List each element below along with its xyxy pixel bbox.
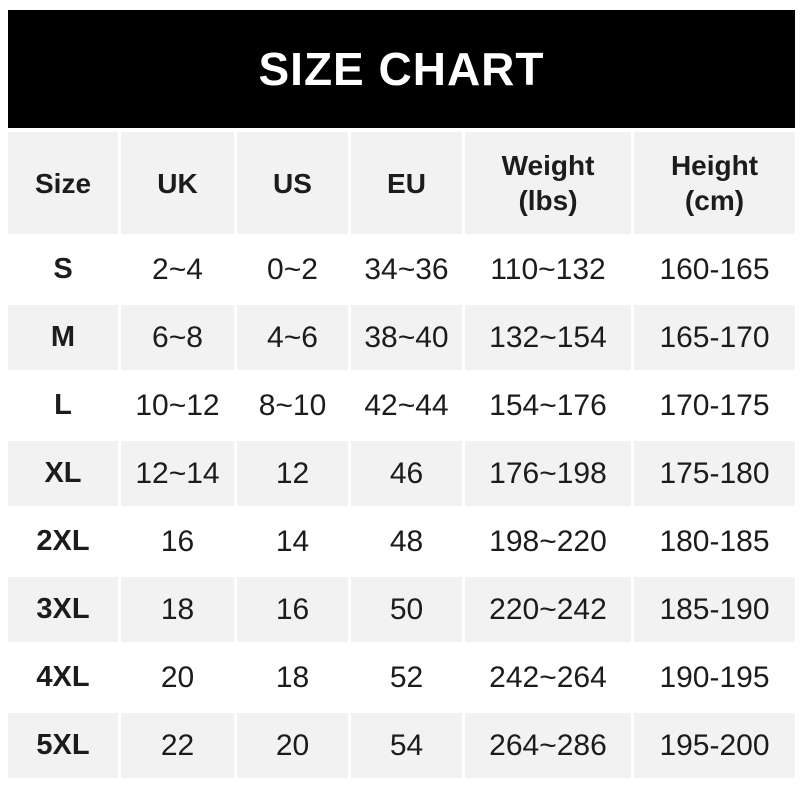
- table-row-xl: XL 12~14 12 46 176~198 175-180: [8, 441, 795, 506]
- size-label-cell: XL: [8, 441, 118, 506]
- uk-cell: 10~12: [121, 373, 234, 438]
- size-label-cell: 3XL: [8, 577, 118, 642]
- weight-cell: 176~198: [465, 441, 631, 506]
- column-header-weight: Weight (lbs): [465, 132, 631, 234]
- eu-cell: 52: [351, 645, 462, 710]
- size-label-cell: S: [8, 237, 118, 302]
- column-header-uk: UK: [121, 132, 234, 234]
- eu-cell: 50: [351, 577, 462, 642]
- us-cell: 18: [237, 645, 348, 710]
- weight-cell: 220~242: [465, 577, 631, 642]
- table-row-m: M 6~8 4~6 38~40 132~154 165-170: [8, 305, 795, 370]
- weight-cell: 132~154: [465, 305, 631, 370]
- us-cell: 20: [237, 713, 348, 778]
- weight-cell: 110~132: [465, 237, 631, 302]
- size-label-cell: M: [8, 305, 118, 370]
- height-cell: 170-175: [634, 373, 795, 438]
- height-cell: 185-190: [634, 577, 795, 642]
- height-cell: 160-165: [634, 237, 795, 302]
- column-header-size: Size: [8, 132, 118, 234]
- table-row-l: L 10~12 8~10 42~44 154~176 170-175: [8, 373, 795, 438]
- us-cell: 8~10: [237, 373, 348, 438]
- table-row-4xl: 4XL 20 18 52 242~264 190-195: [8, 645, 795, 710]
- uk-cell: 18: [121, 577, 234, 642]
- height-cell: 175-180: [634, 441, 795, 506]
- uk-cell: 12~14: [121, 441, 234, 506]
- us-cell: 12: [237, 441, 348, 506]
- column-header-eu: EU: [351, 132, 462, 234]
- weight-cell: 242~264: [465, 645, 631, 710]
- title-banner: SIZE CHART: [8, 10, 795, 128]
- eu-cell: 46: [351, 441, 462, 506]
- size-label-cell: 2XL: [8, 509, 118, 574]
- size-label-cell: L: [8, 373, 118, 438]
- eu-cell: 38~40: [351, 305, 462, 370]
- table-header-row: Size UK US EU Weight (lbs) Height (cm): [8, 132, 795, 234]
- eu-cell: 42~44: [351, 373, 462, 438]
- page-title: SIZE CHART: [258, 43, 545, 95]
- table-row-2xl: 2XL 16 14 48 198~220 180-185: [8, 509, 795, 574]
- eu-cell: 48: [351, 509, 462, 574]
- us-cell: 14: [237, 509, 348, 574]
- size-chart-table: Size UK US EU Weight (lbs) Height (cm) S…: [8, 132, 795, 778]
- us-cell: 0~2: [237, 237, 348, 302]
- us-cell: 4~6: [237, 305, 348, 370]
- column-header-us: US: [237, 132, 348, 234]
- height-cell: 195-200: [634, 713, 795, 778]
- column-header-height: Height (cm): [634, 132, 795, 234]
- size-label-cell: 5XL: [8, 713, 118, 778]
- size-chart-page: SIZE CHART Size UK US EU Weight (lbs) He…: [8, 10, 795, 778]
- weight-cell: 154~176: [465, 373, 631, 438]
- uk-cell: 20: [121, 645, 234, 710]
- table-body: S 2~4 0~2 34~36 110~132 160-165 M 6~8 4~6 38~40 13…: [8, 237, 795, 778]
- table-row-3xl: 3XL 18 16 50 220~242 185-190: [8, 577, 795, 642]
- uk-cell: 16: [121, 509, 234, 574]
- eu-cell: 54: [351, 713, 462, 778]
- height-cell: 165-170: [634, 305, 795, 370]
- table-row-s: S 2~4 0~2 34~36 110~132 160-165: [8, 237, 795, 302]
- uk-cell: 22: [121, 713, 234, 778]
- eu-cell: 34~36: [351, 237, 462, 302]
- us-cell: 16: [237, 577, 348, 642]
- size-label-cell: 4XL: [8, 645, 118, 710]
- uk-cell: 2~4: [121, 237, 234, 302]
- height-cell: 180-185: [634, 509, 795, 574]
- weight-cell: 264~286: [465, 713, 631, 778]
- weight-cell: 198~220: [465, 509, 631, 574]
- table-row-5xl: 5XL 22 20 54 264~286 195-200: [8, 713, 795, 778]
- height-cell: 190-195: [634, 645, 795, 710]
- uk-cell: 6~8: [121, 305, 234, 370]
